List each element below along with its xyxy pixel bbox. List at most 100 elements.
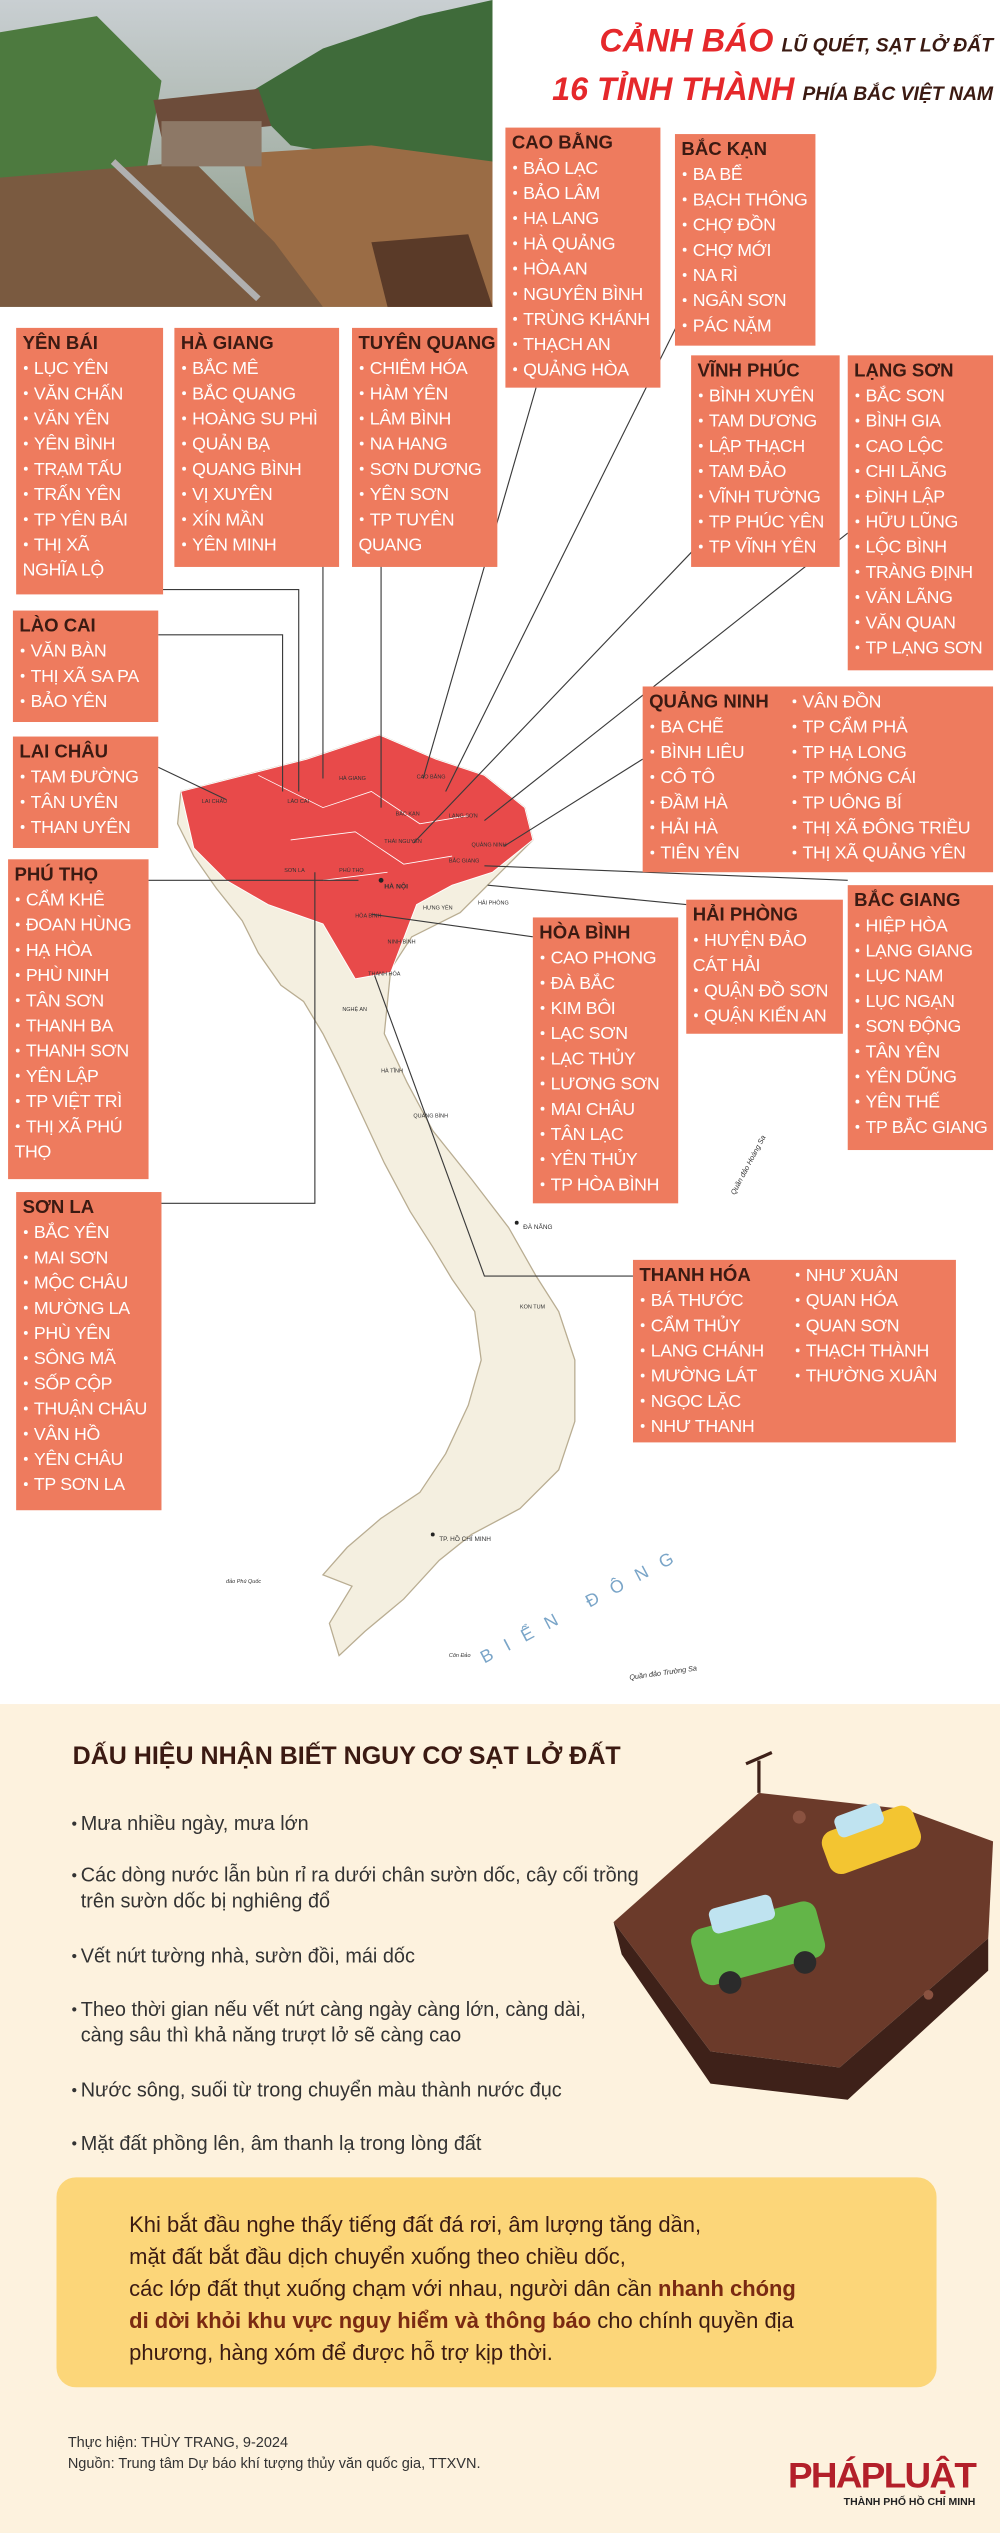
bullet <box>359 391 364 396</box>
note-bold: di dời khỏi khu vực nguy hiểm và thông b… <box>129 2308 591 2333</box>
map-label: THANH HÓA <box>368 971 401 978</box>
province-box-bg <box>642 686 994 873</box>
district: THỊ XÃ QUẢNG YÊN <box>803 842 966 863</box>
bullet <box>698 519 703 524</box>
district: CHỢ MỚI <box>693 239 771 260</box>
map-label: BẮC GIANG <box>449 857 479 865</box>
map-label: QUẢNG BÌNH <box>413 1113 448 1120</box>
bullet <box>540 1131 545 1136</box>
district: HỮU LŨNG <box>865 511 957 532</box>
province-box-bg <box>16 1192 162 1511</box>
district: BÁ THƯỚC <box>651 1289 744 1310</box>
province-box: CAO BẰNG BẢO LẠC BẢO LÂM HẠ LANG HÀ QUẢNG HÒA… <box>505 127 661 388</box>
bullet <box>20 799 25 804</box>
note-bold: nhanh chóng <box>658 2276 796 2301</box>
district: TP YÊN BÁI <box>34 508 128 529</box>
province-box-bg <box>12 610 159 723</box>
bullet <box>855 1099 860 1104</box>
province-box-bg <box>532 917 679 1204</box>
bullet <box>682 222 687 227</box>
logo-sub: THÀNH PHỐ HỒ CHÍ MINH <box>844 2494 976 2508</box>
bullet <box>513 291 518 296</box>
province-box-bg <box>174 327 340 567</box>
bullet <box>15 897 20 902</box>
province-box-bg <box>847 885 994 1151</box>
district: TP VIỆT TRÌ <box>26 1090 122 1111</box>
district: TRÀNG ĐỊNH <box>865 562 972 582</box>
bullet <box>182 416 187 421</box>
district: YÊN CHÂU <box>34 1448 123 1469</box>
bullet <box>855 443 860 448</box>
bullet <box>513 241 518 246</box>
bullet <box>23 517 28 522</box>
map-label: HẢI PHÒNG <box>478 900 509 907</box>
map-label: ĐÀ NẴNG <box>523 1222 552 1231</box>
sign-item: Vết nứt tường nhà, sườn đồi, mái dốc <box>81 1945 415 1967</box>
bullet <box>23 1280 28 1285</box>
district: TP PHÚC YÊN <box>709 511 824 532</box>
bullet <box>513 342 518 346</box>
map-label: LÀO CAI <box>287 798 309 805</box>
district: CHIÊM HÓA <box>370 357 468 378</box>
district: VĨNH TƯỜNG <box>709 485 821 506</box>
map-label: QUẢNG NINH <box>472 841 507 848</box>
map-label: BẮC KẠN <box>396 810 420 818</box>
district: BẮC YÊN <box>34 1221 109 1242</box>
bullet <box>72 2141 77 2146</box>
bullet <box>23 416 28 421</box>
bullet <box>792 774 797 779</box>
district: VỊ XUYÊN <box>192 483 272 504</box>
bullet <box>72 2007 77 2012</box>
district: ĐOAN HÙNG <box>26 914 132 935</box>
bullet <box>698 443 703 448</box>
map-label: LẠNG SƠN <box>449 813 478 819</box>
district: TÂN UYÊN <box>31 791 118 812</box>
province-box-bg <box>352 327 498 567</box>
bullet <box>795 1373 800 1378</box>
district: ĐẦM HÀ <box>660 791 728 812</box>
sign-item: càng sâu thì khả năng trượt lở sẽ càng c… <box>81 2025 461 2047</box>
bullet <box>15 973 20 977</box>
map-label: KON TUM <box>520 1304 546 1310</box>
district: BA BỂ <box>693 163 743 184</box>
district: LẠC THỦY <box>551 1047 636 1068</box>
bullet <box>795 1297 800 1302</box>
province-name: THANH HÓA <box>639 1264 750 1285</box>
note-text: các lớp đất thụt xuống chạm với nhau, ng… <box>129 2276 658 2301</box>
bullet <box>359 491 364 496</box>
bullet <box>540 1182 545 1187</box>
province-box-bg <box>686 899 843 1034</box>
district: VÂN ĐỒN <box>803 690 882 711</box>
district: TRẠM TẤU <box>34 458 122 479</box>
map-label: đảo Phú Quốc <box>226 1578 261 1585</box>
district: THẠCH AN <box>523 334 610 354</box>
district: THỊ XÃ <box>34 533 90 554</box>
bullet <box>682 323 687 328</box>
map-label: THÁI NGUYÊN <box>384 837 422 845</box>
district: SƠN ĐỘNG <box>865 1015 960 1036</box>
district: QUAN SƠN <box>806 1315 900 1335</box>
district: PHÙ YÊN <box>34 1322 110 1343</box>
bullet <box>359 517 364 522</box>
bullet <box>23 366 28 370</box>
bullet <box>855 948 860 953</box>
district: THỊ XÃ ĐÔNG TRIỀU <box>803 816 971 837</box>
district: MƯỜNG LA <box>34 1297 130 1318</box>
signs-title: DẤU HIỆU NHẬN BIẾT NGUY CƠ SẠT LỞ ĐẤT <box>73 1739 622 1770</box>
district: NHƯ XUÂN <box>806 1264 898 1285</box>
bullet <box>20 673 25 678</box>
district: NA RÌ <box>693 265 738 285</box>
district: YÊN DŨNG <box>865 1066 956 1087</box>
province-box: HẢI PHÒNG HUYỆN ĐẢO CÁT HẢI QUẬN ĐỒ SƠN QUẬN… <box>686 899 843 1034</box>
map-label: PHÚ THỌ <box>339 867 364 874</box>
bullet <box>23 441 28 446</box>
district: BẢO YÊN <box>31 690 107 711</box>
map-label: CAO BẰNG <box>417 773 446 781</box>
bullet <box>855 595 860 599</box>
bullet <box>15 1099 20 1103</box>
bullet <box>855 469 860 473</box>
province-box: THANH HÓA BÁ THƯỚC CẨM THỦY LANG CHÁNH MƯỜNG… <box>632 1259 956 1443</box>
title-main: 16 TỈNH THÀNH <box>552 70 795 107</box>
district: VĂN BÀN <box>31 641 107 661</box>
district: NHƯ THANH <box>651 1416 755 1436</box>
